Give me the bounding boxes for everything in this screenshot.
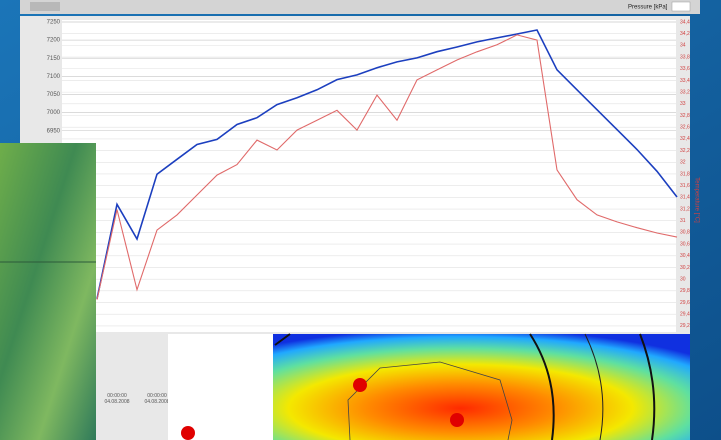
y2-tick-label: 31,4: [680, 195, 690, 201]
y-tick-label: 6950: [47, 128, 61, 134]
y2-tick-label: 34: [680, 43, 686, 49]
y-tick-label: 7100: [47, 74, 61, 80]
y-tick-label: 7150: [47, 56, 61, 62]
y2-tick-label: 30,8: [680, 230, 690, 236]
heat-map: [273, 334, 690, 440]
overlay-photo: [0, 143, 96, 440]
y2-tick-label: 30: [680, 276, 686, 282]
y2-tick-label: 31,6: [680, 183, 690, 189]
y2-tick-label: 31,2: [680, 206, 690, 212]
map-margin: [168, 334, 273, 440]
y2-tick-label: 32,4: [680, 136, 690, 142]
y2-tick-label: 34,2: [680, 31, 690, 37]
plot-area: [62, 20, 676, 332]
y2-tick-label: 33,6: [680, 66, 690, 72]
y-tick-label: 7250: [47, 20, 61, 26]
y-tick-label: 7050: [47, 92, 61, 98]
y2-tick-label: 33,4: [680, 78, 690, 84]
y-tick-label: 7000: [47, 110, 61, 116]
y2-tick-label: 29,4: [680, 312, 690, 318]
y2-tick-label: 32,6: [680, 125, 690, 131]
y2-tick-label: 30,6: [680, 241, 690, 247]
screen: Pressure [kPa] 29,2 29,4 29,6 29,8 30 30,2 30,…: [0, 0, 721, 440]
y2-axis-label: Temperature [°C]: [693, 177, 699, 223]
y2-tick-label: 34,4: [680, 19, 690, 25]
y2-tick-label: 32: [680, 160, 686, 166]
y2-tick-label: 32,2: [680, 148, 690, 154]
y2-tick-label: 33,2: [680, 89, 690, 95]
y2-tick-label: 31: [680, 218, 686, 224]
y2-tick-label: 31,8: [680, 171, 690, 177]
page: {"chart_data": { "type": "line", "top_la…: [0, 0, 721, 440]
y2-tick-label: 30,2: [680, 265, 690, 271]
y2-tick-label: 33: [680, 101, 686, 107]
toolbar-buttons[interactable]: [30, 2, 60, 11]
y-tick-label: 7200: [47, 38, 61, 44]
map-point: [450, 413, 464, 427]
top-label: Pressure [kPa]: [628, 5, 668, 11]
y2-tick-label: 29,6: [680, 300, 690, 306]
y2-tick-label: 33,8: [680, 54, 690, 60]
map-point: [353, 378, 367, 392]
y2-tick-label: 29,8: [680, 288, 690, 294]
y2-tick-label: 32,8: [680, 113, 690, 119]
y2-tick-label: 30,4: [680, 253, 690, 259]
map-point: [181, 426, 195, 440]
input-box[interactable]: [672, 2, 690, 11]
toolbar: [20, 0, 700, 14]
y2-tick-label: 29,2: [680, 323, 690, 329]
